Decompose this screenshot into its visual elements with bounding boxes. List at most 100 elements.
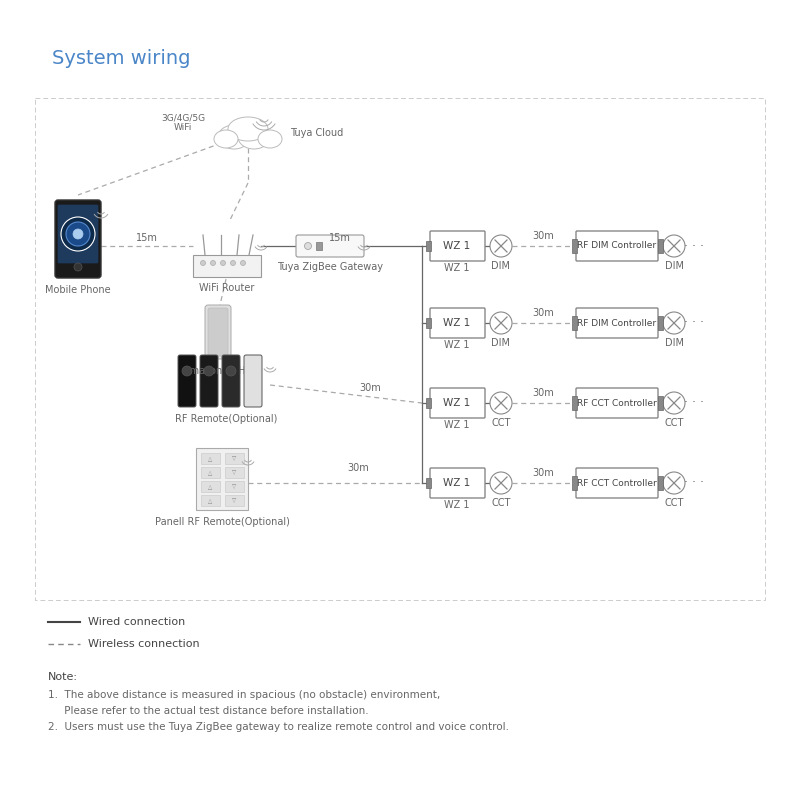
Text: 30m: 30m bbox=[359, 383, 381, 393]
FancyBboxPatch shape bbox=[178, 355, 196, 407]
Bar bbox=[658, 316, 663, 330]
Bar bbox=[572, 396, 577, 410]
Text: Please refer to the actual test distance before installation.: Please refer to the actual test distance… bbox=[48, 706, 369, 716]
Bar bbox=[658, 239, 663, 253]
Bar bbox=[225, 467, 244, 478]
Text: · · ·: · · · bbox=[684, 397, 704, 410]
Circle shape bbox=[241, 261, 246, 266]
FancyBboxPatch shape bbox=[576, 231, 658, 261]
Bar bbox=[426, 398, 431, 408]
Circle shape bbox=[663, 472, 685, 494]
Text: WZ 1: WZ 1 bbox=[444, 420, 470, 430]
Circle shape bbox=[490, 235, 512, 257]
Text: Panell RF Remote(Optional): Panell RF Remote(Optional) bbox=[154, 517, 290, 527]
Circle shape bbox=[663, 392, 685, 414]
Text: ▽: ▽ bbox=[232, 470, 236, 475]
Text: △: △ bbox=[208, 456, 212, 461]
Text: 30m: 30m bbox=[532, 388, 554, 398]
FancyBboxPatch shape bbox=[58, 205, 98, 263]
Text: RF CCT Controller: RF CCT Controller bbox=[577, 398, 657, 407]
Bar bbox=[426, 318, 431, 328]
Text: RF DIM Controller: RF DIM Controller bbox=[578, 242, 657, 250]
Text: · · ·: · · · bbox=[684, 239, 704, 253]
Text: ▽: ▽ bbox=[232, 456, 236, 461]
FancyBboxPatch shape bbox=[208, 308, 228, 356]
Text: WZ 1: WZ 1 bbox=[444, 340, 470, 350]
Text: ▽: ▽ bbox=[232, 484, 236, 489]
Bar bbox=[426, 241, 431, 251]
Circle shape bbox=[226, 366, 236, 376]
Circle shape bbox=[490, 392, 512, 414]
Text: DIM: DIM bbox=[665, 338, 683, 348]
Text: Wireless connection: Wireless connection bbox=[88, 639, 200, 649]
Circle shape bbox=[221, 261, 226, 266]
FancyBboxPatch shape bbox=[222, 355, 240, 407]
Circle shape bbox=[73, 229, 83, 239]
Text: ▽: ▽ bbox=[232, 498, 236, 503]
Text: 2.  Users must use the Tuya ZigBee gateway to realize remote control and voice c: 2. Users must use the Tuya ZigBee gatewa… bbox=[48, 722, 509, 732]
Circle shape bbox=[204, 366, 214, 376]
Text: Amazon ECHO: Amazon ECHO bbox=[183, 366, 253, 376]
Text: WZ 1: WZ 1 bbox=[444, 263, 470, 273]
Text: Tuya Cloud: Tuya Cloud bbox=[290, 128, 343, 138]
Bar bbox=[658, 396, 663, 410]
Text: Tuya ZigBee Gateway: Tuya ZigBee Gateway bbox=[277, 262, 383, 272]
Bar bbox=[193, 255, 261, 277]
Circle shape bbox=[61, 217, 95, 251]
Bar bbox=[196, 448, 248, 510]
Text: Mobile Phone: Mobile Phone bbox=[45, 285, 111, 295]
Text: 3G/4G/5G: 3G/4G/5G bbox=[161, 114, 205, 122]
Text: 30m: 30m bbox=[347, 463, 369, 473]
FancyBboxPatch shape bbox=[576, 468, 658, 498]
Text: WZ 1: WZ 1 bbox=[443, 398, 470, 408]
Text: · · ·: · · · bbox=[684, 317, 704, 330]
Circle shape bbox=[230, 261, 235, 266]
FancyBboxPatch shape bbox=[430, 231, 485, 261]
Text: CCT: CCT bbox=[664, 498, 684, 508]
Circle shape bbox=[210, 261, 215, 266]
FancyBboxPatch shape bbox=[430, 468, 485, 498]
Ellipse shape bbox=[228, 117, 268, 141]
Ellipse shape bbox=[238, 125, 270, 149]
Ellipse shape bbox=[214, 130, 238, 148]
Text: WZ 1: WZ 1 bbox=[444, 500, 470, 510]
Bar bbox=[316, 242, 322, 250]
Text: RF Remote(Optional): RF Remote(Optional) bbox=[175, 414, 277, 424]
Text: 1.  The above distance is measured in spacious (no obstacle) environment,: 1. The above distance is measured in spa… bbox=[48, 690, 440, 700]
Text: Note:: Note: bbox=[48, 672, 78, 682]
Text: △: △ bbox=[208, 470, 212, 475]
FancyBboxPatch shape bbox=[200, 355, 218, 407]
Circle shape bbox=[663, 235, 685, 257]
FancyBboxPatch shape bbox=[576, 308, 658, 338]
Text: WiFi: WiFi bbox=[174, 123, 192, 133]
Text: DIM: DIM bbox=[665, 261, 683, 271]
Text: WZ 1: WZ 1 bbox=[443, 241, 470, 251]
Bar bbox=[572, 316, 577, 330]
Bar bbox=[201, 481, 220, 492]
Text: System wiring: System wiring bbox=[52, 49, 190, 67]
Text: WZ 1: WZ 1 bbox=[443, 318, 470, 328]
FancyBboxPatch shape bbox=[55, 200, 101, 278]
Bar bbox=[572, 239, 577, 253]
Bar bbox=[201, 453, 220, 464]
Bar bbox=[225, 453, 244, 464]
Bar bbox=[201, 467, 220, 478]
Text: WZ 1: WZ 1 bbox=[443, 478, 470, 488]
Text: 15m: 15m bbox=[136, 233, 158, 243]
Bar bbox=[572, 476, 577, 490]
Circle shape bbox=[663, 312, 685, 334]
Bar bbox=[225, 495, 244, 506]
Text: 15m: 15m bbox=[329, 233, 351, 243]
Bar bbox=[658, 476, 663, 490]
Circle shape bbox=[74, 263, 82, 271]
Text: RF DIM Controller: RF DIM Controller bbox=[578, 318, 657, 327]
Text: WiFi Router: WiFi Router bbox=[199, 283, 254, 293]
Bar bbox=[225, 481, 244, 492]
Text: DIM: DIM bbox=[491, 338, 510, 348]
Circle shape bbox=[182, 366, 192, 376]
Bar bbox=[426, 478, 431, 488]
Text: 30m: 30m bbox=[532, 231, 554, 241]
Text: CCT: CCT bbox=[491, 498, 510, 508]
Text: CCT: CCT bbox=[664, 418, 684, 428]
Circle shape bbox=[490, 472, 512, 494]
